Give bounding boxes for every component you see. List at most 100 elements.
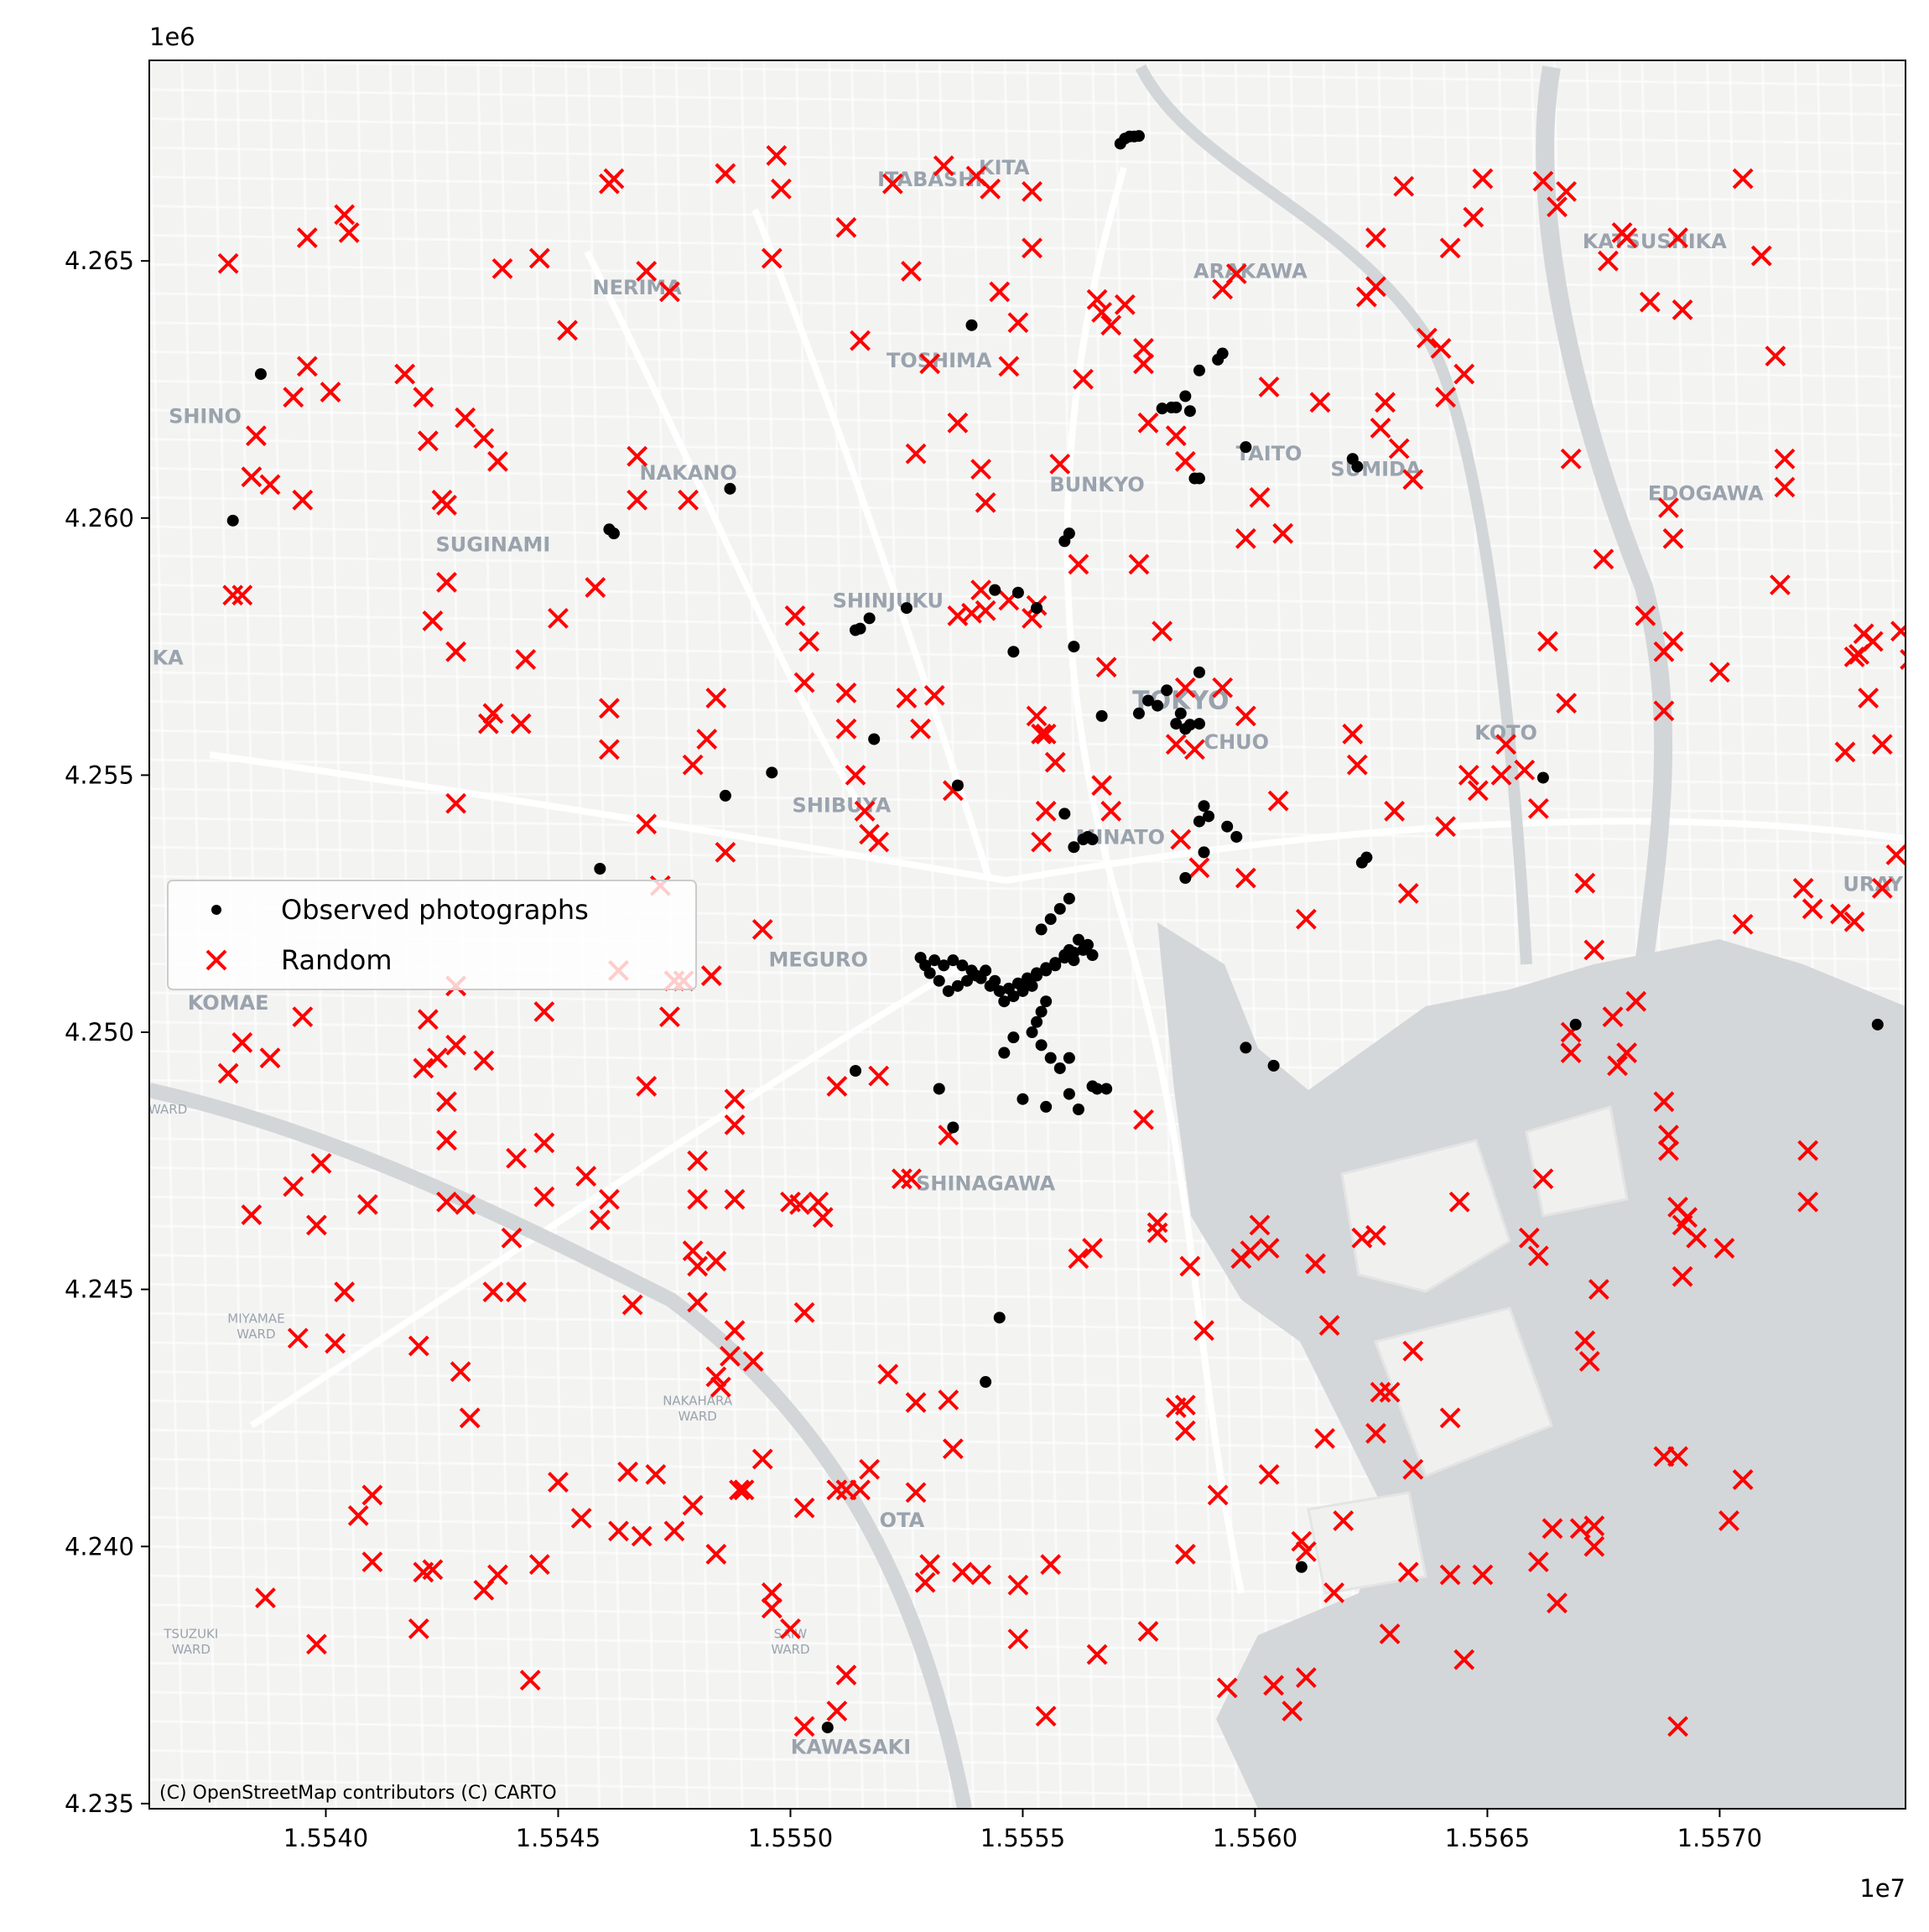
observed-photo-point bbox=[1165, 401, 1178, 413]
map-place-label: CHUO bbox=[1204, 730, 1269, 754]
random-point-marker bbox=[603, 168, 625, 190]
random-point-marker bbox=[1750, 245, 1772, 267]
observed-photo-point bbox=[1063, 1052, 1075, 1064]
map-street bbox=[1881, 60, 1906, 1302]
random-point-marker bbox=[1007, 1574, 1029, 1596]
random-point-marker bbox=[710, 1376, 731, 1398]
random-point-marker bbox=[1532, 1168, 1554, 1190]
random-point-marker bbox=[617, 1461, 639, 1483]
random-point-marker bbox=[1133, 1109, 1154, 1130]
y-axis: 4.235 4.240 4.245 4.250 4.255 4.260 4.265 bbox=[65, 247, 149, 1818]
random-point-marker bbox=[548, 607, 569, 629]
random-point-marker bbox=[528, 247, 550, 269]
y-tick-label: 4.245 bbox=[65, 1275, 134, 1304]
random-point-marker bbox=[1295, 908, 1317, 930]
map-street bbox=[707, 60, 744, 1809]
random-point-marker bbox=[636, 1075, 658, 1097]
observed-photo-point bbox=[850, 1065, 862, 1078]
observed-photo-point bbox=[1086, 949, 1099, 962]
random-point-marker bbox=[585, 577, 606, 598]
random-point-marker bbox=[445, 641, 467, 662]
random-point-marker bbox=[1598, 250, 1619, 272]
random-point-marker bbox=[1542, 1518, 1563, 1540]
map-place-label: WARD bbox=[771, 1642, 809, 1657]
random-point-marker bbox=[1667, 227, 1688, 248]
random-point-marker bbox=[835, 1665, 857, 1685]
observed-photo-point bbox=[1569, 1018, 1582, 1031]
random-point-marker bbox=[1031, 831, 1053, 853]
observed-photo-point bbox=[1295, 1561, 1308, 1573]
random-point-marker bbox=[1430, 337, 1452, 359]
map-street bbox=[149, 787, 1906, 816]
observed-photo-point bbox=[1031, 602, 1043, 615]
random-point-marker bbox=[1026, 705, 1048, 727]
random-point-marker bbox=[1402, 1340, 1424, 1362]
random-point-marker bbox=[1578, 1351, 1600, 1372]
observed-photo-point bbox=[1142, 694, 1155, 707]
random-point-marker bbox=[510, 713, 532, 735]
random-point-marker bbox=[938, 1389, 959, 1410]
random-point-marker bbox=[1653, 700, 1675, 722]
map-street bbox=[149, 60, 1906, 87]
random-point-marker bbox=[700, 965, 722, 986]
map-street bbox=[149, 146, 1906, 174]
random-point-marker bbox=[761, 1597, 783, 1619]
observed-photo-point bbox=[1011, 977, 1024, 989]
random-point-marker bbox=[970, 579, 992, 601]
random-point-marker bbox=[1662, 631, 1684, 652]
random-point-marker bbox=[436, 1191, 457, 1213]
observed-photo-point bbox=[947, 954, 959, 967]
random-point-marker bbox=[255, 1587, 276, 1608]
observed-photo-point bbox=[993, 984, 1006, 997]
random-point-marker bbox=[1184, 739, 1205, 761]
random-point-marker bbox=[608, 1520, 629, 1542]
map-road bbox=[249, 961, 967, 1429]
observed-photo-point bbox=[1058, 535, 1071, 548]
random-point-marker bbox=[1453, 363, 1475, 385]
random-point-marker bbox=[919, 1554, 941, 1576]
random-point-marker bbox=[1193, 1320, 1214, 1342]
random-point-marker bbox=[1044, 751, 1066, 773]
observed-photo-point bbox=[933, 974, 945, 987]
random-point-marker bbox=[1885, 844, 1906, 865]
random-point-marker bbox=[1170, 828, 1192, 850]
random-point-marker bbox=[1318, 1315, 1340, 1336]
random-point-marker bbox=[826, 1075, 848, 1097]
random-point-marker bbox=[1040, 1554, 1062, 1576]
random-point-marker bbox=[1435, 387, 1456, 408]
map-place-label: TSUZUKI bbox=[163, 1626, 218, 1641]
observed-photo-point bbox=[1040, 1100, 1053, 1113]
random-point-marker bbox=[1658, 1124, 1679, 1146]
random-point-marker bbox=[1384, 800, 1406, 822]
map-street bbox=[149, 321, 1906, 350]
observed-photo-point bbox=[965, 319, 978, 331]
observed-photo-point bbox=[928, 954, 941, 967]
random-point-marker bbox=[1583, 1515, 1605, 1537]
random-point-marker bbox=[989, 281, 1011, 303]
random-point-marker bbox=[1518, 1227, 1540, 1249]
observed-photo-point bbox=[1193, 364, 1205, 377]
random-point-marker bbox=[877, 1363, 899, 1385]
random-point-marker bbox=[575, 1166, 597, 1187]
random-point-marker bbox=[1667, 1716, 1688, 1737]
observed-photo-point bbox=[1022, 972, 1033, 984]
random-point-marker bbox=[1653, 1091, 1675, 1113]
map-attribution: (C) OpenStreetMap contributors (C) CARTO bbox=[159, 1783, 557, 1804]
random-point-marker bbox=[408, 1618, 429, 1639]
random-point-marker bbox=[1792, 877, 1814, 899]
observed-photo-point bbox=[1193, 718, 1205, 730]
map-river bbox=[1135, 64, 1532, 965]
random-point-marker bbox=[1165, 734, 1187, 756]
random-point-marker bbox=[445, 1034, 467, 1056]
series-random bbox=[217, 145, 1906, 1737]
observed-photo-point bbox=[1183, 719, 1196, 731]
observed-photo-point bbox=[594, 863, 606, 875]
series-layer bbox=[217, 130, 1906, 1737]
random-point-marker bbox=[487, 1564, 508, 1586]
map-place-label: URAY bbox=[1843, 872, 1903, 896]
map-street bbox=[149, 525, 1906, 553]
random-point-marker bbox=[1439, 1564, 1461, 1586]
random-point-marker bbox=[1527, 1551, 1549, 1573]
observed-photo-point bbox=[942, 984, 954, 997]
random-point-marker bbox=[417, 1009, 439, 1031]
